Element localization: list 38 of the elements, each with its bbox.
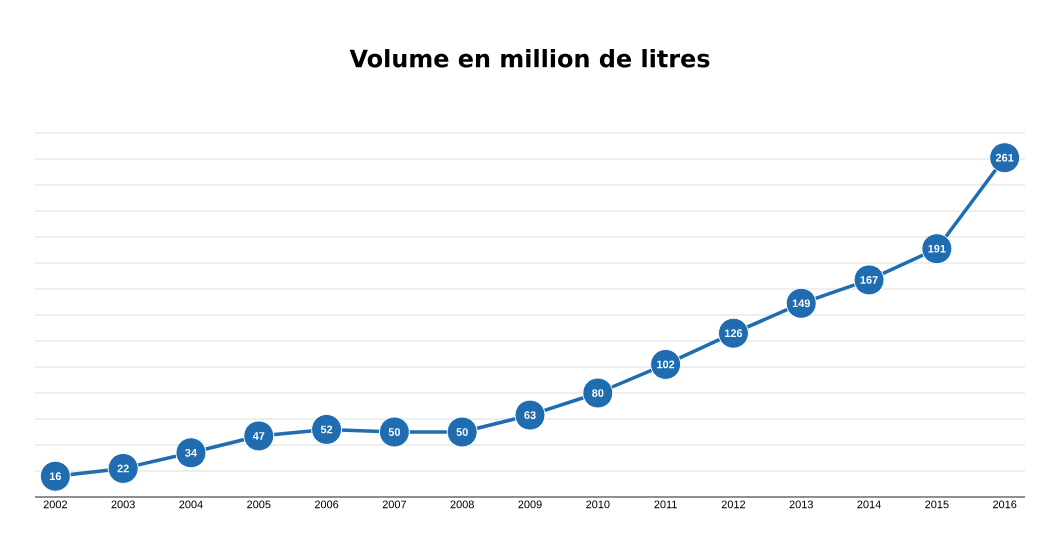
data-label: 50 (456, 428, 468, 436)
x-tick-label: 2002 (43, 500, 67, 509)
x-tick-label: 2011 (654, 500, 677, 509)
x-tick-label: 2004 (179, 500, 203, 509)
point (243, 420, 275, 452)
data-label: 126 (724, 329, 743, 338)
data-label: 149 (792, 299, 810, 308)
data-label: 50 (388, 428, 401, 436)
point (446, 416, 478, 448)
data-label: 102 (657, 360, 675, 369)
chart-title: Volume en million de litres (349, 49, 710, 68)
data-label: 80 (592, 389, 604, 397)
x-tick-label: 2006 (314, 500, 339, 509)
data-label: 52 (320, 425, 333, 434)
data-label: 47 (252, 432, 265, 440)
x-tick-label: 2016 (993, 500, 1017, 509)
data-label: 34 (185, 448, 197, 457)
x-tick-label: 2014 (857, 500, 881, 509)
x-tick-label: 2005 (247, 500, 271, 509)
point (582, 377, 614, 409)
data-label: 261 (995, 153, 1014, 162)
point (39, 460, 71, 492)
x-tick-label: 2008 (450, 500, 474, 509)
data-label: 22 (117, 464, 129, 473)
point (175, 437, 207, 469)
data-label: 191 (928, 244, 946, 253)
x-tick-label: 2012 (721, 500, 746, 509)
data-label: 63 (524, 411, 536, 419)
x-tick-label: 2015 (925, 500, 949, 509)
x-tick-label: 2009 (518, 500, 542, 509)
point (514, 399, 546, 431)
x-tick-label: 2007 (382, 500, 407, 509)
data-label: 167 (860, 276, 878, 284)
point (378, 416, 410, 448)
x-tick-label: 2010 (586, 500, 610, 509)
x-tick-label: 2003 (111, 500, 135, 509)
x-tick-label: 2013 (789, 500, 813, 509)
data-label: 16 (49, 472, 62, 481)
